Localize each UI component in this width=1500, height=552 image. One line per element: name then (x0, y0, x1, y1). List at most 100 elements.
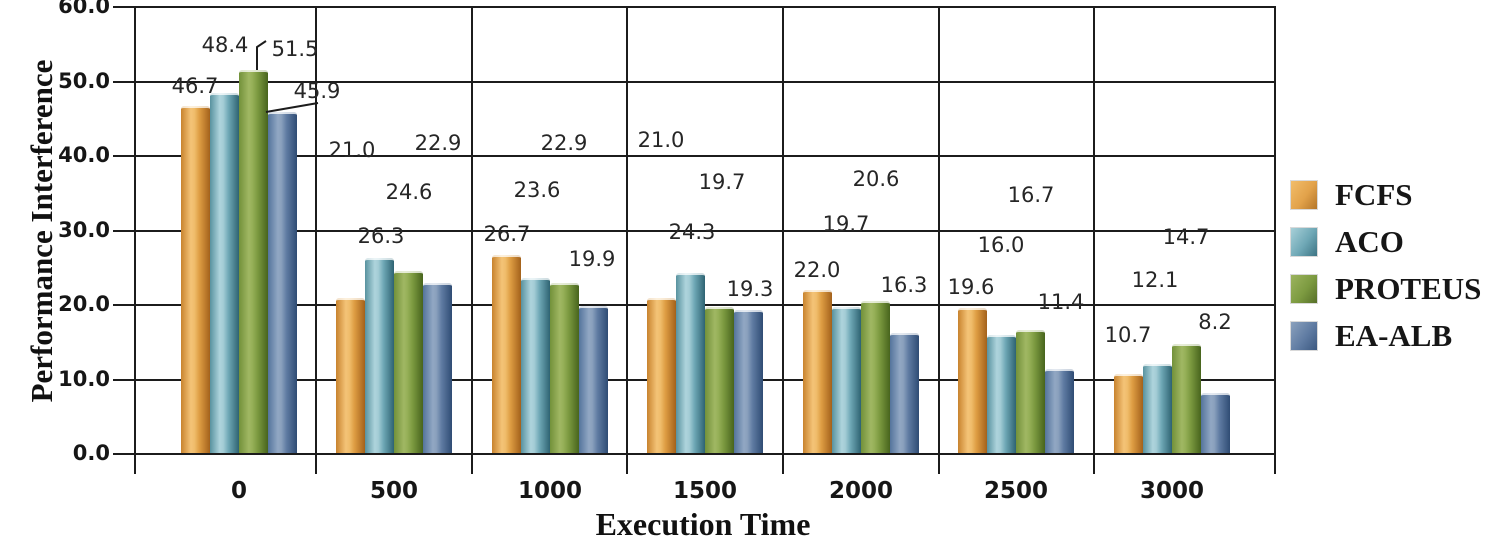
x-axis-tick (315, 454, 317, 474)
gridline-horizontal (113, 6, 1275, 8)
legend-label: ACO (1335, 223, 1404, 259)
gridline-vertical (1093, 6, 1095, 455)
bar-fcfs-0 (181, 106, 210, 454)
bar-proteus-1500 (705, 307, 734, 454)
x-tick-label: 1000 (517, 478, 582, 504)
gridline-horizontal (113, 229, 1275, 232)
x-tick-label: 1500 (672, 478, 737, 504)
bar-value-label: 22.9 (540, 131, 588, 155)
bar-value-label: 45.9 (293, 79, 341, 103)
bar-aco-1000 (521, 278, 550, 454)
bar-proteus-0 (239, 70, 268, 454)
x-axis-tick (626, 454, 628, 474)
legend-item-aco: ACO (1290, 218, 1481, 265)
bar-value-label: 14.7 (1162, 225, 1210, 249)
x-tick-label: 0 (230, 478, 247, 504)
legend-item-fcfs: FCFS (1290, 171, 1481, 218)
bar-aco-3000 (1143, 363, 1172, 454)
y-tick-label: 20.0 (58, 292, 110, 316)
bar-proteus-1000 (550, 283, 579, 454)
bar-value-label: 19.6 (947, 275, 995, 299)
bar-value-label: 19.3 (726, 277, 774, 301)
bar-value-label: 26.3 (357, 224, 405, 248)
bar-proteus-500 (394, 270, 423, 454)
bar-value-label: 22.9 (414, 131, 462, 155)
bar-value-label: 23.6 (513, 178, 561, 202)
legend-swatch-ea-alb (1290, 320, 1318, 351)
x-tick-label: 500 (369, 478, 418, 504)
bar-value-label: 19.9 (568, 247, 616, 271)
bar-value-label: 11.4 (1037, 290, 1085, 314)
bar-fcfs-3000 (1114, 374, 1143, 454)
bar-fcfs-2000 (803, 290, 832, 454)
bar-value-label: 12.1 (1131, 268, 1179, 292)
bar-aco-500 (365, 258, 394, 454)
bar-proteus-2500 (1016, 329, 1045, 454)
legend-swatch-fcfs (1290, 179, 1318, 210)
legend-swatch-proteus (1290, 273, 1318, 304)
legend-item-proteus: PROTEUS (1290, 265, 1481, 312)
legend-swatch-aco (1290, 226, 1318, 257)
x-tick-label: 2500 (983, 478, 1048, 504)
bar-proteus-3000 (1172, 344, 1201, 454)
bar-ea-alb-1000 (579, 305, 608, 454)
bar-value-label: 48.4 (201, 33, 249, 57)
legend-label: PROTEUS (1335, 270, 1482, 306)
bar-ea-alb-3000 (1201, 392, 1230, 454)
bar-value-label: 16.0 (977, 233, 1025, 257)
x-axis-tick (782, 454, 784, 474)
bar-value-label: 20.6 (852, 167, 900, 191)
bar-value-label: 19.7 (698, 170, 746, 194)
y-tick-label: 60.0 (58, 0, 110, 18)
bar-aco-0 (210, 93, 239, 454)
bar-aco-2500 (987, 334, 1016, 454)
gridline-vertical (134, 6, 136, 455)
y-tick-label: 50.0 (58, 68, 110, 93)
bar-aco-2000 (832, 307, 861, 454)
x-tick-label: 3000 (1139, 478, 1204, 504)
bar-value-label: 8.2 (1198, 310, 1232, 334)
gridline-vertical (1274, 6, 1276, 455)
bar-fcfs-2500 (958, 307, 987, 454)
bar-value-label: 16.7 (1007, 183, 1055, 207)
bar-value-label: 21.0 (637, 128, 685, 152)
x-axis-title: Execution Time (595, 506, 811, 542)
x-tick-label: 2000 (828, 478, 893, 504)
y-tick-label: 10.0 (58, 366, 110, 391)
gridline-vertical (626, 6, 628, 455)
legend-label: EA-ALB (1335, 317, 1453, 353)
bar-value-label: 10.7 (1104, 323, 1152, 347)
bar-value-label: 24.6 (385, 180, 433, 204)
gridline-horizontal (113, 80, 1275, 83)
y-tick-label: 40.0 (58, 143, 110, 167)
leader-line-ea-alb (265, 102, 319, 113)
x-axis-tick (938, 454, 940, 474)
x-axis-tick (471, 454, 473, 474)
bar-value-label: 22.0 (793, 258, 841, 282)
bar-ea-alb-2500 (1045, 369, 1074, 454)
bar-value-label: 51.5 (271, 37, 319, 61)
x-axis-tick (1274, 454, 1276, 474)
bar-value-label: 24.3 (668, 220, 716, 244)
bar-fcfs-1000 (492, 255, 521, 454)
gridline-vertical (471, 6, 473, 455)
bar-aco-1500 (676, 272, 705, 454)
bar-value-label: 26.7 (483, 222, 531, 246)
gridline-vertical (315, 6, 317, 455)
bar-value-label: 21.0 (328, 138, 376, 162)
bar-ea-alb-2000 (890, 332, 919, 454)
x-axis-tick (134, 454, 136, 474)
bar-value-label: 19.7 (822, 212, 870, 236)
y-tick-label: 0.0 (72, 441, 110, 465)
bar-fcfs-1500 (647, 297, 676, 454)
y-tick-label: 30.0 (58, 217, 110, 242)
bar-proteus-2000 (861, 300, 890, 454)
bar-ea-alb-0 (268, 112, 297, 454)
legend-item-ea-alb: EA-ALB (1290, 312, 1481, 359)
gridline-horizontal (113, 155, 1275, 157)
gridline-vertical (782, 6, 784, 455)
x-axis-line (113, 453, 1275, 455)
bar-ea-alb-1500 (734, 310, 763, 454)
bar-ea-alb-500 (423, 283, 452, 454)
